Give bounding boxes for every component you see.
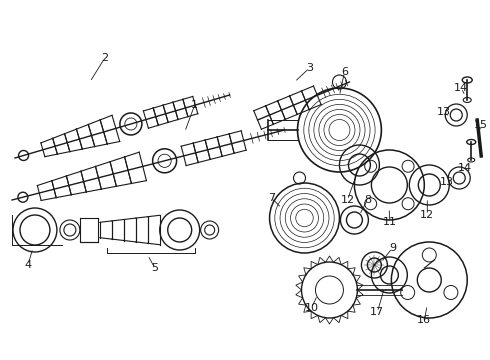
Text: 9: 9 xyxy=(389,243,396,253)
Text: 17: 17 xyxy=(370,307,385,317)
Text: 12: 12 xyxy=(420,210,434,220)
Text: 10: 10 xyxy=(304,303,319,313)
Text: 11: 11 xyxy=(382,217,396,227)
Text: 6: 6 xyxy=(341,67,348,77)
Text: 13: 13 xyxy=(441,177,454,187)
Text: 14: 14 xyxy=(454,83,468,93)
Text: 14: 14 xyxy=(458,163,472,173)
Text: 12: 12 xyxy=(341,195,354,205)
Text: 3: 3 xyxy=(306,63,313,73)
Text: 4: 4 xyxy=(24,260,31,270)
Text: 13: 13 xyxy=(437,107,451,117)
Text: 7: 7 xyxy=(268,193,275,203)
Text: 16: 16 xyxy=(417,315,431,325)
Text: 5: 5 xyxy=(151,263,158,273)
Text: 1: 1 xyxy=(191,100,198,110)
Text: 15: 15 xyxy=(474,120,488,130)
Text: 8: 8 xyxy=(364,195,371,205)
Text: 2: 2 xyxy=(101,53,108,63)
